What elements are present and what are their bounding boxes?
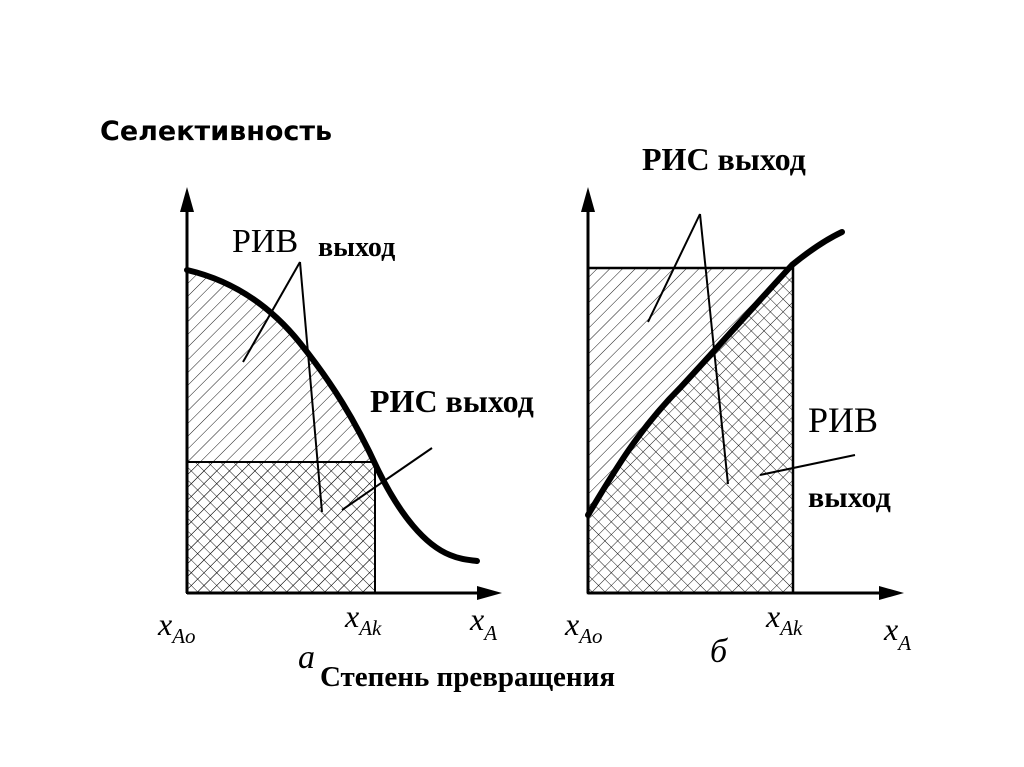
panel-b-ris-leader-1 (647, 213, 701, 323)
x-axis-title: Степень превращения (320, 661, 615, 693)
panel-a-curve (184, 267, 480, 564)
panel-a-letter: а (298, 639, 315, 676)
panel-a-y-arrow (180, 187, 194, 212)
panel-b-ris-leader-2 (699, 213, 729, 485)
panel-b-x-arrow (879, 586, 904, 600)
panel-b-tick-end: xAk (765, 598, 803, 640)
panel-b-riv-suffix: выход (808, 481, 891, 514)
panel-a-ris-leader (341, 447, 433, 511)
panel-b-tick-start: xAo (564, 606, 603, 648)
panel-a-ris-label: РИС выход (370, 383, 534, 419)
panel-a-riv-suffix: выход (318, 232, 395, 263)
panel-a-axis-end: xA (469, 601, 497, 645)
panel-a-tick-start: xAo (157, 606, 196, 648)
panel-a: РИВ выход РИС выход xAo xAk xA а (157, 187, 534, 676)
panel-b-y-arrow (581, 187, 595, 212)
panel-b-axis-end: xA (883, 611, 911, 655)
panel-b-letter: б (710, 633, 729, 670)
panel-a-riv-label: РИВ (232, 223, 298, 260)
panel-a-riv-leader-1 (242, 261, 301, 363)
panel-b: РИС выход РИВ выход xAo xAk xA б (564, 141, 911, 670)
panel-b-riv-label: РИВ (808, 400, 878, 440)
panel-a-tick-end: xAk (344, 598, 382, 640)
panel-a-x-arrow (477, 586, 502, 600)
panel-a-riv-leader-2 (299, 261, 323, 513)
panel-b-riv-area (588, 268, 792, 593)
panel-b-curve (585, 229, 845, 518)
y-axis-title: Селективность (100, 116, 332, 147)
panel-b-riv-leader (759, 454, 856, 476)
panel-b-ris-label: РИС выход (642, 141, 806, 177)
